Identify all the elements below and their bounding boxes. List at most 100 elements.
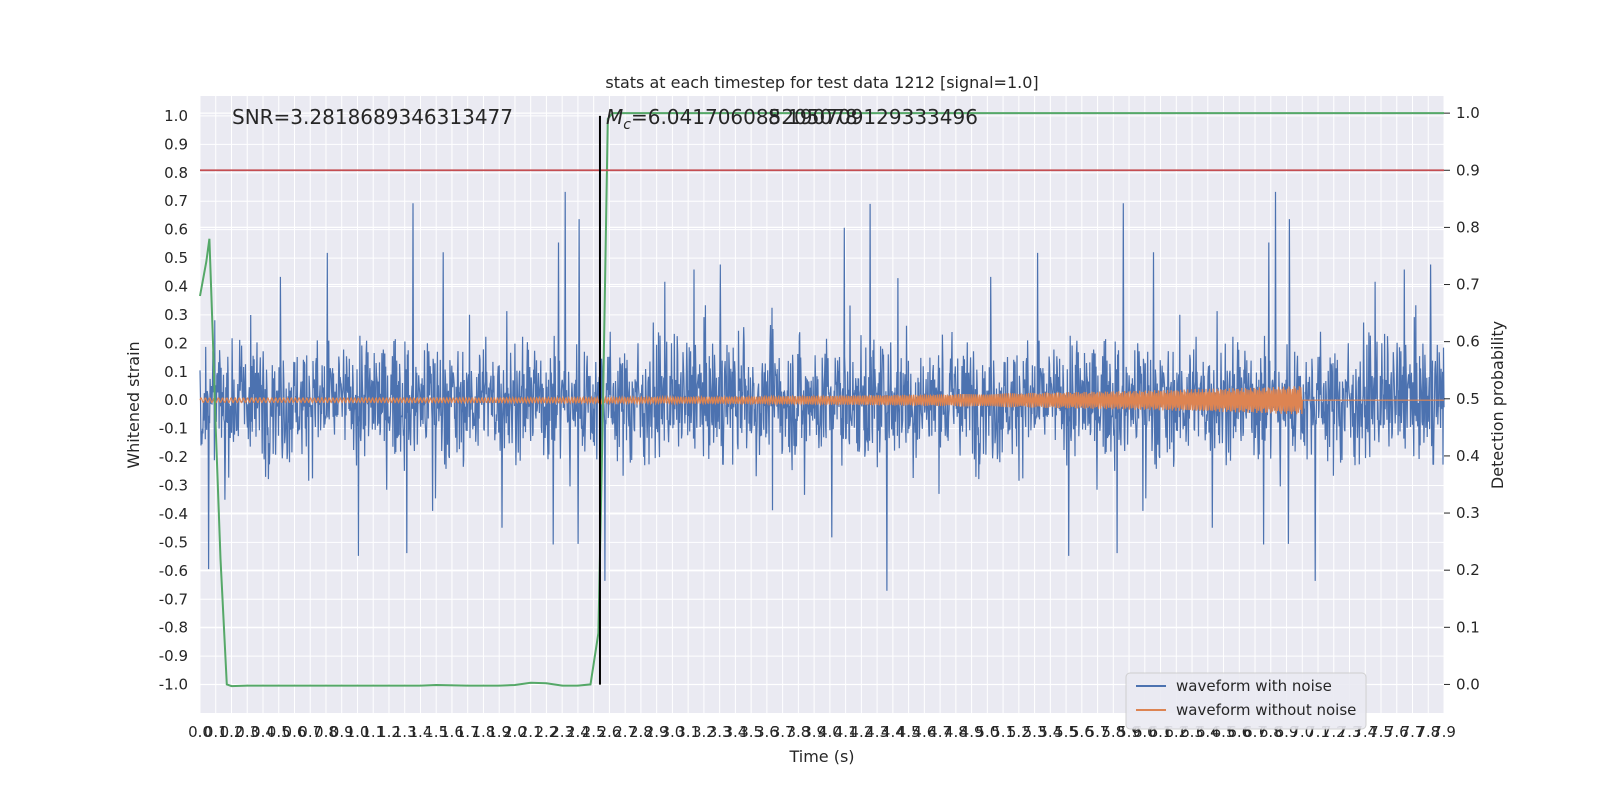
x-tick-label: 1.4 xyxy=(409,723,433,741)
y-tick-label: -1.0 xyxy=(159,676,188,694)
x-tick-label: 2.5 xyxy=(582,723,606,741)
y-tick-label: 0.9 xyxy=(164,135,188,153)
y2-tick-label: 0.1 xyxy=(1456,618,1480,636)
x-tick-label: 0.3 xyxy=(235,723,259,741)
y-tick-label: 0.8 xyxy=(164,164,188,182)
y2-tick-label: 1.0 xyxy=(1456,104,1480,122)
x-tick-label: 4.9 xyxy=(960,723,984,741)
x-tick-label: 5.1 xyxy=(991,723,1015,741)
x-tick-label: 0.1 xyxy=(204,723,228,741)
y-tick-label: -0.5 xyxy=(159,533,188,551)
x-tick-label: 3.0 xyxy=(660,723,684,741)
y-tick-label: 0.1 xyxy=(164,363,188,381)
y2-tick-label: 0.6 xyxy=(1456,333,1480,351)
y-tick-label: -0.3 xyxy=(159,477,188,495)
y2-tick-label: 0.4 xyxy=(1456,447,1480,465)
x-tick-label: 4.3 xyxy=(865,723,889,741)
x-tick-label: 3.8 xyxy=(786,723,810,741)
x-tick-label: 5.3 xyxy=(1023,723,1047,741)
y2-axis-label: Detection probability xyxy=(1488,321,1507,489)
x-tick-label: 1.2 xyxy=(377,723,401,741)
series-detection-probability xyxy=(199,112,1444,688)
probability-line xyxy=(199,112,1444,688)
y-tick-label: 0.6 xyxy=(164,221,188,239)
x-tick-label: 7.5 xyxy=(1369,723,1393,741)
x-tick-label: 1.0 xyxy=(346,723,370,741)
y-tick-label: 0.0 xyxy=(164,391,188,409)
x-tick-label: 3.4 xyxy=(723,723,747,741)
x-tick-label: 1.3 xyxy=(393,723,417,741)
y-axis-label: Whitened strain xyxy=(124,341,143,468)
snr-annotation: SNR=3.2818689346313477 xyxy=(232,105,513,129)
y-tick-label: 0.5 xyxy=(164,249,188,267)
y-tick-label: -0.7 xyxy=(159,590,188,608)
y2-tick-label: 0.9 xyxy=(1456,161,1480,179)
y-tick-label: -0.6 xyxy=(159,562,188,580)
x-tick-label: 2.6 xyxy=(597,723,621,741)
x-tick-label: 4.8 xyxy=(944,723,968,741)
x-tick-label: 1.9 xyxy=(487,723,511,741)
legend-label-clean: waveform without noise xyxy=(1176,701,1356,719)
x-tick-label: 3.5 xyxy=(739,723,763,741)
x-tick-label: 5.2 xyxy=(1007,723,1031,741)
legend-label-noise: waveform with noise xyxy=(1176,677,1332,695)
x-tick-label: 4.2 xyxy=(849,723,873,741)
x-tick-label: 4.4 xyxy=(881,723,905,741)
x-tick-label: 5.6 xyxy=(1070,723,1094,741)
x-tick-label: 0.5 xyxy=(267,723,291,741)
x-tick-label: 7.7 xyxy=(1401,723,1425,741)
y-tick-label: -0.1 xyxy=(159,420,188,438)
y-tick-label: 0.2 xyxy=(164,334,188,352)
y2-tick-label: 0.7 xyxy=(1456,276,1480,294)
x-tick-label: 2.1 xyxy=(519,723,543,741)
y-axis-ticks: 1.0 0.9 0.8 0.7 0.6 0.5 0.4 0.3 0.2 0.1 0.0 -0.1 -0.… xyxy=(159,107,188,694)
y-tick-label: 0.7 xyxy=(164,192,188,210)
overlay-lines xyxy=(200,115,1444,685)
x-tick-label: 0.2 xyxy=(220,723,244,741)
x-tick-label: 3.7 xyxy=(771,723,795,741)
x-tick-label: 7.6 xyxy=(1385,723,1409,741)
x-tick-label: 7.8 xyxy=(1416,723,1440,741)
x-tick-label: 0.0 xyxy=(188,723,212,741)
x-tick-label: 1.8 xyxy=(472,723,496,741)
x-tick-label: 4.1 xyxy=(834,723,858,741)
x-tick-label: 0.8 xyxy=(314,723,338,741)
x-tick-label: 0.9 xyxy=(330,723,354,741)
y-tick-label: 0.4 xyxy=(164,278,188,296)
x-tick-label: 3.6 xyxy=(755,723,779,741)
y2-tick-label: 0.2 xyxy=(1456,561,1480,579)
x-tick-label: 0.4 xyxy=(251,723,275,741)
overlap-annotation: 8.190709129333496 xyxy=(768,105,978,129)
y-tick-label: -0.4 xyxy=(159,505,188,523)
x-axis-label: Time (s) xyxy=(788,747,854,766)
y2-tick-label: 0.0 xyxy=(1456,675,1480,693)
x-tick-label: 2.9 xyxy=(645,723,669,741)
x-tick-label: 0.7 xyxy=(298,723,322,741)
x-tick-label: 2.0 xyxy=(503,723,527,741)
x-tick-label: 5.5 xyxy=(1054,723,1078,741)
x-tick-label: 7.9 xyxy=(1432,723,1456,741)
x-tick-label: 5.8 xyxy=(1101,723,1125,741)
x-tick-label: 2.8 xyxy=(629,723,653,741)
x-tick-label: 4.5 xyxy=(897,723,921,741)
x-tick-label: 1.6 xyxy=(440,723,464,741)
chart-title: stats at each timestep for test data 121… xyxy=(605,73,1038,92)
y-tick-label: -0.2 xyxy=(159,448,188,466)
x-tick-label: 3.9 xyxy=(802,723,826,741)
x-tick-label: 2.3 xyxy=(550,723,574,741)
x-tick-label: 1.1 xyxy=(361,723,385,741)
y-tick-label: -0.8 xyxy=(159,619,188,637)
y-tick-label: -0.9 xyxy=(159,647,188,665)
legend-box xyxy=(1125,672,1367,730)
series-waveform-without-noise xyxy=(199,386,1444,415)
y-tick-label: 1.0 xyxy=(164,107,188,125)
x-tick-label: 0.6 xyxy=(283,723,307,741)
y-tick-label: 0.3 xyxy=(164,306,188,324)
x-tick-label: 4.0 xyxy=(818,723,842,741)
x-tick-label: 3.3 xyxy=(708,723,732,741)
x-tick-label: 2.4 xyxy=(566,723,590,741)
x-tick-label: 5.0 xyxy=(975,723,999,741)
x-tick-label: 3.2 xyxy=(692,723,716,741)
x-tick-label: 1.7 xyxy=(456,723,480,741)
